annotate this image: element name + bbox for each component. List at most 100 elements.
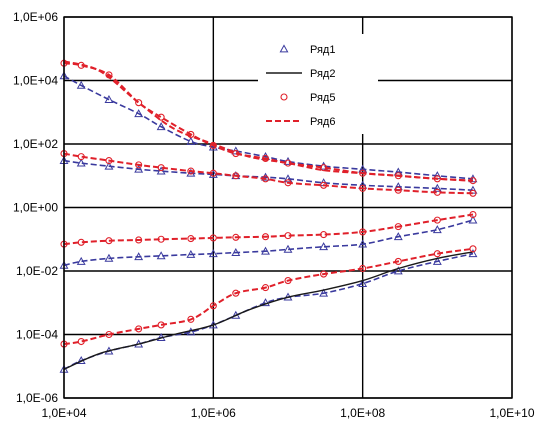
series-ryad5-marker: [105, 330, 113, 339]
series-ryad5-marker: [320, 181, 328, 189]
series-ryad1-marker: [186, 249, 196, 258]
series-ryad5-curve: [63, 152, 474, 195]
legend: Ряд1 Ряд2 Ряд5 Ряд6: [258, 34, 378, 134]
series-ryad5-marker: [320, 164, 328, 172]
series-ryad1-curve: [63, 219, 474, 267]
series-ryad5-marker: [232, 289, 240, 297]
series-ryad5-marker: [135, 236, 143, 244]
y-tick-label: 1,0E-06: [16, 391, 58, 405]
series-ryad5-marker: [187, 315, 195, 323]
series-ryad5-marker: [157, 235, 165, 243]
series-ryad5-marker: [394, 257, 402, 265]
series-ryad5-marker: [105, 157, 113, 165]
series-ryad1-marker: [104, 253, 114, 262]
series-ryad5-marker: [284, 232, 292, 240]
series-ryad1-marker: [134, 109, 144, 118]
series-ryad1-marker: [468, 215, 478, 224]
series-ryad5-marker: [77, 153, 85, 161]
y-tick-label: 1,0E+00: [13, 201, 58, 215]
series-ryad2-line: [63, 251, 474, 370]
legend-background: [258, 34, 378, 134]
legend-label: Ряд1: [310, 44, 335, 56]
series-ryad5-marker: [135, 161, 143, 169]
series-ryad5-marker: [209, 169, 217, 177]
series-ryad5-curve: [63, 247, 474, 346]
series-ryad1-marker: [156, 251, 166, 260]
series-ryad1-marker: [319, 288, 329, 297]
series-ryad1-marker: [319, 242, 329, 251]
series-ryad5-marker: [433, 216, 441, 224]
series-ryad5-marker: [187, 167, 195, 175]
series-ryad1-marker: [432, 183, 442, 192]
series-ryad5-marker: [433, 250, 441, 258]
series-ryad5-marker: [77, 238, 85, 246]
series-ryad5-marker: [261, 284, 270, 292]
legend-label: Ряд5: [310, 92, 335, 104]
legend-label: Ряд2: [310, 68, 335, 80]
series-ryad1-marker: [208, 169, 218, 178]
series-ryad5-marker: [157, 164, 165, 172]
series-ryad5-marker: [359, 184, 367, 192]
series-ryad5-marker: [157, 321, 165, 329]
series-ryad5-marker: [187, 235, 195, 243]
series-ryad1-marker: [208, 249, 218, 258]
y-tick-label: 1,0E+06: [13, 10, 58, 24]
series-ryad5-marker: [284, 277, 292, 285]
series-ryad1-marker: [231, 247, 241, 256]
series-ryad1-marker: [283, 174, 293, 183]
series-ryad5-marker: [261, 233, 270, 241]
y-tick-label: 1,0E-02: [16, 264, 58, 278]
x-tick-label: 1,0E+04: [41, 406, 86, 420]
series-ryad5-marker: [433, 188, 441, 196]
legend-label: Ряд6: [310, 116, 335, 128]
y-tick-label: 1,0E+04: [13, 74, 58, 88]
x-tick-label: 1,0E+06: [191, 406, 236, 420]
series-ryad5-marker: [232, 172, 240, 180]
series-ryad1-marker: [76, 80, 86, 89]
series-ryad5-marker: [284, 179, 292, 187]
y-tick-label: 1,0E+02: [13, 137, 58, 151]
series-ryad5-curve: [63, 213, 474, 246]
series-ryad5-marker: [135, 325, 143, 333]
y-tick-label: 1,0E-04: [16, 328, 58, 342]
series-ryad1-marker: [156, 166, 166, 175]
series-ryad5-marker: [469, 210, 477, 219]
axis-layer: 1,0E+04 1,0E+06 1,0E+08 1,0E+10 1,0E+06 1,0E+…: [13, 10, 535, 420]
series-ryad5-marker: [394, 186, 402, 194]
series-ryad1-marker: [156, 122, 166, 131]
legend-swatch-marker: [279, 44, 289, 53]
series-ryad1-marker: [393, 266, 403, 275]
series-ryad5-marker: [469, 245, 477, 253]
series-ryad5-marker: [320, 270, 328, 278]
legend-swatch-marker: [280, 93, 288, 101]
series-ryad1-marker: [134, 164, 144, 173]
series-ryad5-marker: [105, 237, 113, 245]
series-ryad5-marker: [232, 233, 240, 241]
x-tick-label: 1,0E+08: [340, 406, 385, 420]
series-ryad1-marker: [358, 279, 368, 288]
series-ryad1-marker: [468, 249, 478, 258]
series-ryad1-marker: [468, 185, 478, 194]
series-ryad1-marker: [104, 161, 114, 170]
series-ryad1-marker: [76, 256, 86, 265]
series-ryad1-marker: [393, 232, 403, 241]
series-ryad5-marker: [209, 234, 217, 242]
series-ryad5-marker: [359, 228, 367, 236]
x-tick-label: 1,0E+10: [489, 406, 534, 420]
series-ryad1-marker: [76, 158, 86, 167]
series-ryad1-marker: [261, 298, 270, 307]
series-ryad5-marker: [359, 264, 367, 273]
series-ryad1-marker: [134, 252, 144, 261]
series-ryad5-marker: [394, 223, 402, 231]
series-ryad1-marker: [358, 164, 368, 173]
series-ryad1-marker: [358, 239, 368, 248]
series-ryad1-marker: [432, 256, 442, 265]
series-ryad5-marker: [469, 189, 477, 197]
series-ryad5-marker: [209, 302, 217, 310]
series-ryad5-marker: [135, 99, 143, 107]
data-layer: [59, 59, 478, 373]
series-ryad1-marker: [104, 94, 114, 103]
series-ryad1-marker: [319, 161, 329, 170]
series-ryad1-marker: [186, 136, 196, 145]
